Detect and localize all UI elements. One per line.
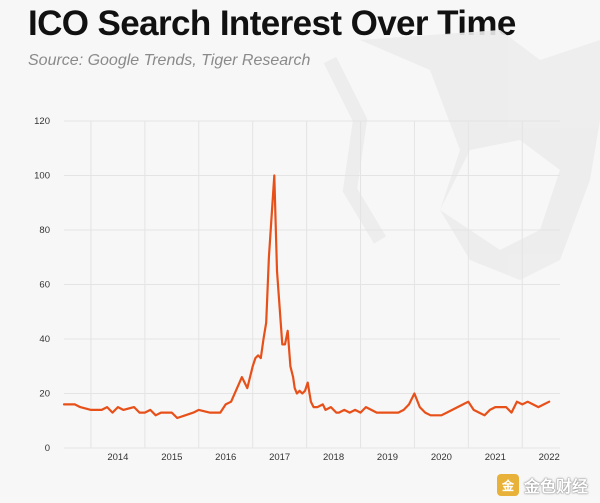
y-tick-label: 120	[34, 116, 50, 127]
y-axis: 0 20 40 60 80 100 120	[34, 116, 50, 454]
y-tick-label: 0	[45, 443, 50, 454]
y-tick-label: 20	[39, 389, 50, 400]
chart-subtitle: Source: Google Trends, Tiger Research	[28, 52, 311, 69]
background-tiger-watermark	[323, 30, 600, 280]
y-tick-label: 60	[39, 280, 50, 291]
series-line	[62, 174, 551, 420]
y-tick-label: 40	[39, 334, 50, 345]
x-tick-label: 2019	[377, 452, 398, 463]
x-tick-label: 2016	[215, 452, 236, 463]
x-tick-label: 2022	[539, 452, 560, 463]
x-tick-label: 2018	[323, 452, 344, 463]
x-tick-label: 2014	[107, 452, 128, 463]
y-tick-label: 80	[39, 225, 50, 236]
x-tick-label: 2015	[161, 452, 182, 463]
watermark-text: 金色财经	[523, 477, 588, 496]
x-tick-label: 2021	[485, 452, 506, 463]
gridlines	[64, 120, 560, 449]
y-tick-label: 100	[34, 171, 50, 182]
x-tick-label: 2020	[431, 452, 452, 463]
x-axis: 2014 2015 2016 2017 2018 2019 2020 2021 2022	[107, 452, 559, 463]
jinse-logo-icon: 金	[496, 474, 519, 496]
x-tick-label: 2017	[269, 452, 290, 463]
source-watermark: 金 金色财经	[496, 473, 588, 497]
